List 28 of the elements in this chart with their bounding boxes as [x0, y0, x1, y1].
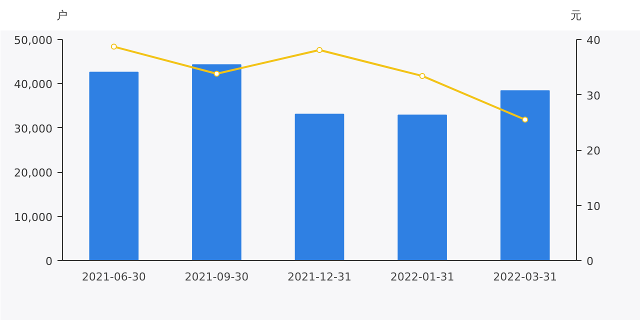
- x-tick-label: 2021-09-30: [184, 270, 249, 284]
- y2-tick-label: 40: [586, 34, 600, 47]
- y-axis-title: 户: [56, 8, 68, 24]
- bar: [192, 64, 242, 260]
- y2-axis-title: 元: [570, 8, 582, 24]
- y-tick-label: 30,000: [14, 122, 53, 136]
- x-tick-label: 2022-03-31: [493, 270, 558, 284]
- x-tick-label: 2021-12-31: [288, 270, 352, 284]
- point: [214, 70, 220, 77]
- bar: [398, 114, 447, 260]
- bar: [89, 72, 139, 260]
- y-tick-label: 50,000: [14, 34, 53, 47]
- point: [110, 44, 117, 50]
- point: [419, 72, 426, 79]
- y2-tick-label: 0: [586, 255, 594, 268]
- y-tick-label: 40,000: [14, 78, 53, 92]
- y2-tick-label: 20: [586, 144, 600, 158]
- point: [316, 47, 322, 53]
- x-tick-label: 2022-01-31: [390, 270, 454, 284]
- point: [522, 116, 528, 123]
- x-tick-label: 2021-06-30: [82, 270, 146, 284]
- y2-tick-label: 10: [586, 200, 600, 213]
- y-tick-label: 20,000: [14, 166, 53, 180]
- y-tick-label: 10,000: [14, 210, 53, 224]
- y2-tick-label: 30: [586, 89, 600, 102]
- bar: [500, 90, 550, 260]
- bar: [294, 114, 344, 260]
- y-tick-label: 0: [46, 255, 52, 268]
